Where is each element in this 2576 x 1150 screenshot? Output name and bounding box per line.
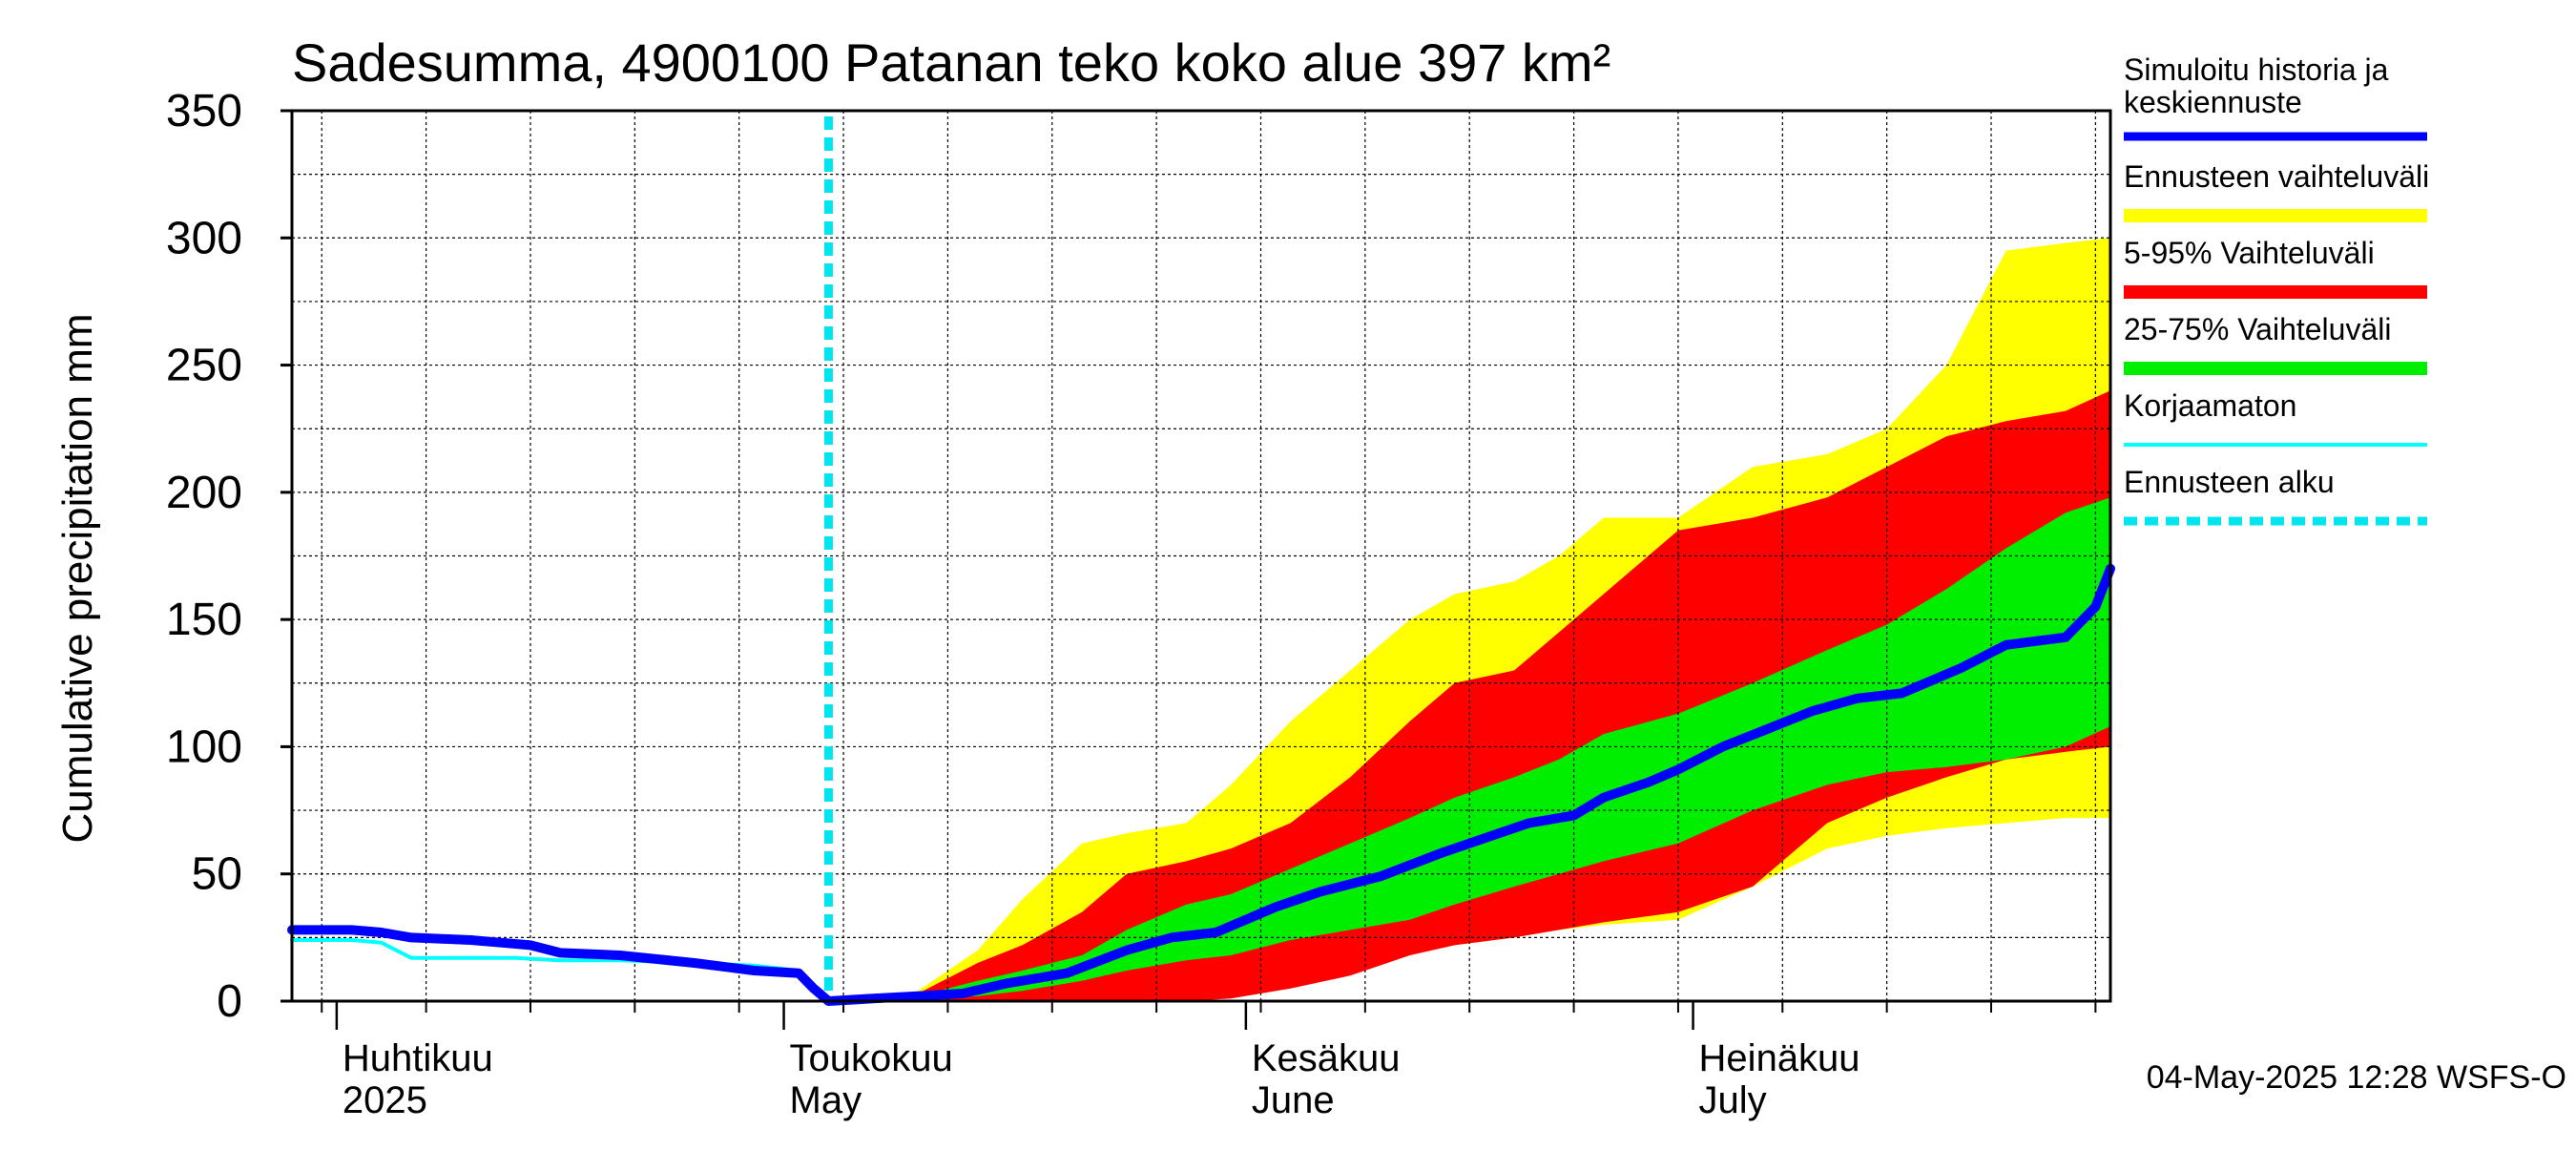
legend-label: Ennusteen vaihteluväli [2124,159,2429,194]
legend-label: Korjaamaton [2124,388,2296,423]
chart-title: Sadesumma, 4900100 Patanan teko koko alu… [292,32,1610,93]
x-month-sublabel: June [1252,1079,1335,1121]
legend-label: Ennusteen alku [2124,465,2335,499]
y-tick-label: 300 [166,213,242,263]
x-month-label: Heinäkuu [1699,1037,1860,1079]
x-month-label: Kesäkuu [1252,1037,1401,1079]
y-tick-label: 350 [166,86,242,136]
x-month-sublabel: July [1699,1079,1767,1121]
median-line [287,563,2115,1006]
y-axis-label: Cumulative precipitation mm [54,313,101,843]
x-month-sublabel: 2025 [343,1079,427,1121]
y-tick-label: 0 [217,976,242,1027]
timestamp: 04-May-2025 12:28 WSFS-O [2147,1059,2566,1096]
y-tick-label: 150 [166,595,242,645]
plot-frame [290,109,2112,1003]
x-month-label: Toukokuu [790,1037,953,1079]
x-month-label: Huhtikuu [343,1037,493,1079]
y-tick-label: 50 [192,849,242,900]
legend-label-line2: keskiennuste [2124,85,2302,119]
legend-label: Simuloitu historia ja [2124,52,2389,87]
band-25-75 [828,497,2110,1001]
lines-layer [287,116,2115,1006]
x-month-sublabel: May [790,1079,862,1121]
legend-label: 25-75% Vaihteluväli [2124,312,2391,346]
legend-label: 5-95% Vaihteluväli [2124,236,2375,270]
y-tick-label: 200 [166,468,242,518]
y-tick-label: 100 [166,721,242,772]
y-tick-label: 250 [166,341,242,391]
